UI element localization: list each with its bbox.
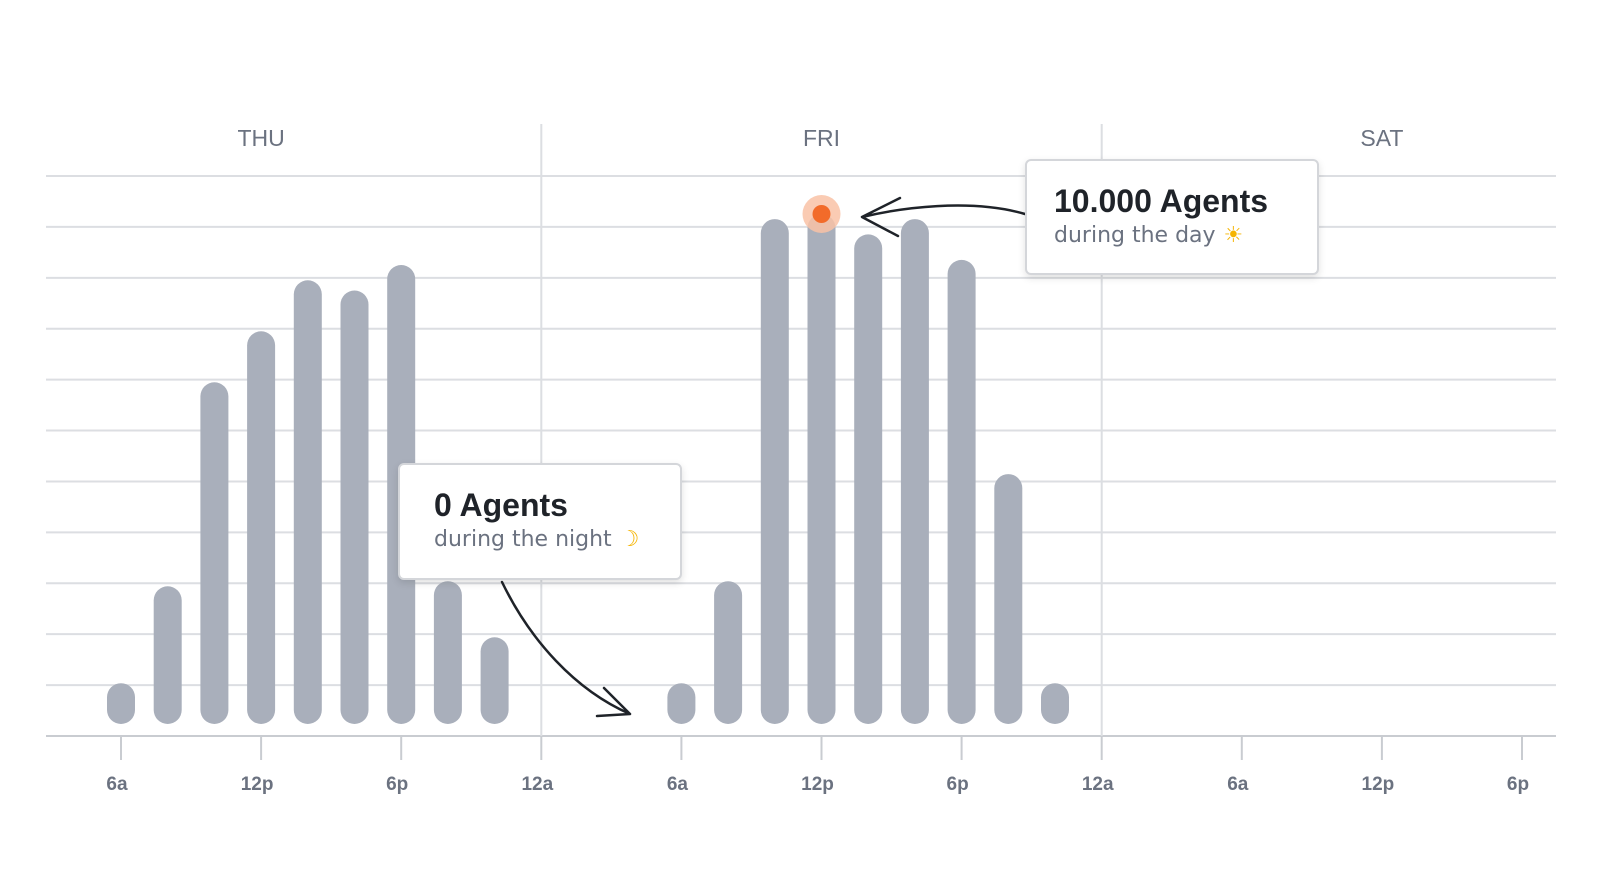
x-tick-label: 12p: [1362, 774, 1395, 795]
bar: [714, 581, 743, 724]
day-callout: 10.000 Agents during the day ☀: [1025, 159, 1319, 275]
bar: [1041, 683, 1069, 724]
night-callout: 0 Agents during the night ☽: [398, 463, 682, 580]
day-callout-subtitle: during the day ☀: [1054, 221, 1317, 251]
x-tick-label: 12p: [801, 774, 834, 795]
sun-icon: ☀: [1223, 223, 1244, 248]
bar: [480, 637, 509, 724]
day-label-fri: FRI: [803, 125, 840, 151]
bar: [200, 382, 229, 724]
bar: [807, 214, 836, 724]
bar: [340, 290, 369, 724]
peak-marker-dot: [812, 205, 831, 223]
day-arrow: [860, 196, 1027, 238]
bar: [854, 234, 883, 724]
x-axis: 6a 12p 6p 12a 6a 12p 6p 12a 6a 12p 6p: [106, 736, 1529, 795]
bar: [760, 219, 789, 724]
bar: [247, 331, 276, 724]
x-tick-label: 6a: [667, 774, 689, 795]
bar: [947, 259, 976, 724]
bar: [900, 219, 929, 724]
x-tick-label: 12a: [521, 774, 553, 795]
bar: [107, 683, 135, 724]
night-arrow: [500, 580, 632, 718]
night-callout-subtitle-text: during the night: [434, 527, 612, 552]
bar: [667, 683, 696, 724]
day-callout-headline: 10.000 Agents: [1054, 183, 1269, 219]
day-labels: THU FRI SAT: [237, 125, 1403, 151]
annotation-arrows: [500, 196, 1027, 718]
x-tick-label: 12a: [1082, 774, 1114, 795]
bar: [293, 280, 322, 724]
day-label-thu: THU: [237, 125, 284, 151]
moon-icon: ☽: [619, 527, 640, 552]
day-label-sat: SAT: [1360, 125, 1403, 151]
bar: [153, 586, 182, 724]
x-tick-label: 12p: [241, 774, 274, 795]
night-callout-subtitle: during the night ☽: [434, 525, 680, 555]
peak-marker: [802, 195, 841, 233]
night-callout-headline: 0 Agents: [434, 487, 568, 523]
day-callout-subtitle-text: during the day: [1054, 223, 1216, 248]
x-tick-label: 6p: [947, 774, 969, 795]
x-tick-label: 6p: [386, 774, 408, 795]
x-tick-label: 6a: [1227, 774, 1249, 795]
bars: [107, 214, 1069, 724]
bar: [433, 581, 462, 724]
x-tick-label: 6a: [106, 774, 128, 795]
x-tick-label: 6p: [1507, 774, 1529, 795]
bar: [994, 474, 1023, 724]
